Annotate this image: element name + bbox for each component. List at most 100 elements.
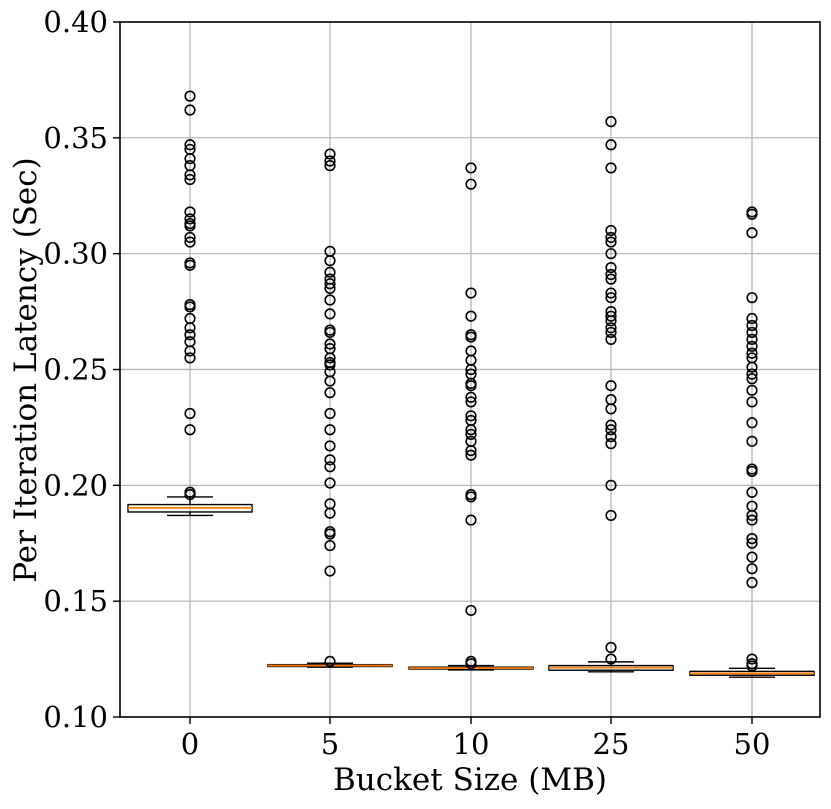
outlier-point: [324, 461, 336, 473]
outlier-point: [746, 312, 758, 325]
box-group-0: [127, 90, 253, 517]
outlier-point: [184, 169, 196, 181]
box-group-25: [548, 116, 674, 673]
outlier-point: [324, 440, 336, 452]
outlier-point: [324, 266, 336, 278]
outlier-point: [184, 213, 196, 225]
outlier-point: [605, 322, 617, 334]
outlier-point: [605, 438, 617, 450]
outlier-point: [746, 340, 758, 352]
outlier-point: [605, 231, 617, 244]
y-tick-label: 0.20: [43, 468, 108, 502]
outlier-point: [746, 514, 758, 526]
outlier-point: [324, 539, 336, 552]
outlier-point: [184, 90, 196, 102]
outlier-point: [746, 396, 758, 408]
outlier-point: [605, 116, 617, 128]
outlier-point: [746, 319, 758, 332]
outlier-point: [746, 660, 758, 672]
outlier-point: [746, 333, 758, 345]
outlier-point: [465, 424, 477, 436]
outlier-point: [746, 509, 758, 522]
x-tick-label: 25: [593, 727, 630, 761]
outlier-point: [746, 551, 758, 563]
outlier-point: [605, 431, 617, 443]
outlier-point: [324, 375, 336, 387]
outlier-point: [605, 403, 617, 415]
outlier-point: [184, 153, 196, 165]
outlier-point: [184, 407, 196, 420]
outlier-point: [184, 489, 196, 501]
outlier-point: [324, 308, 336, 320]
outlier-point: [746, 577, 758, 589]
outlier-point: [324, 294, 336, 306]
outlier-point: [324, 454, 336, 466]
outlier-point: [746, 326, 758, 339]
outlier-point: [605, 424, 617, 436]
outlier-point: [324, 655, 336, 668]
outlier-point: [324, 565, 336, 577]
outlier-point: [324, 507, 336, 519]
outlier-point: [605, 315, 617, 327]
box-group-5: [267, 148, 393, 668]
outlier-point: [465, 444, 477, 457]
outlier-point: [605, 380, 617, 392]
outlier-point: [605, 292, 617, 304]
outlier-point: [184, 220, 196, 232]
outlier-point: [465, 658, 477, 670]
outlier-point: [465, 428, 477, 440]
x-tick-label: 50: [734, 727, 771, 761]
outlier-point: [465, 410, 477, 422]
box-group-50: [689, 206, 815, 678]
outlier-point: [324, 282, 336, 295]
outlier-point: [746, 361, 758, 373]
outlier-point: [184, 206, 196, 218]
y-tick-label: 0.15: [43, 584, 108, 618]
outlier-point: [184, 424, 196, 436]
outlier-point: [605, 310, 617, 322]
box-group-10: [408, 162, 534, 671]
outlier-point: [465, 287, 477, 299]
outlier-point: [746, 384, 758, 396]
outlier-point: [324, 155, 336, 167]
outlier-point: [605, 162, 617, 174]
outlier-point: [184, 173, 196, 186]
outlier-point: [465, 363, 477, 376]
x-axis-label: Bucket Size (MB): [333, 762, 607, 798]
outlier-point: [184, 301, 196, 313]
outlier-point: [605, 236, 617, 248]
outlier-point: [184, 139, 196, 151]
outlier-point: [605, 509, 617, 522]
outlier-point: [605, 333, 617, 345]
outlier-point: [605, 641, 617, 654]
outlier-point: [184, 345, 196, 357]
outlier-point: [605, 268, 617, 281]
outlier-point: [465, 396, 477, 408]
outlier-point: [605, 653, 617, 665]
outlier-point: [465, 491, 477, 503]
outlier-point: [324, 387, 336, 399]
outlier-point: [465, 178, 477, 190]
outlier-point: [324, 160, 336, 172]
outlier-point: [605, 287, 617, 299]
outlier-point: [605, 479, 617, 491]
outlier-point: [605, 419, 617, 431]
y-tick-label: 0.35: [43, 121, 108, 155]
y-tick-label: 0.10: [43, 700, 108, 734]
outlier-point: [605, 224, 617, 237]
x-tick-label: 5: [321, 727, 339, 761]
outlier-point: [746, 368, 758, 380]
outlier-point: [324, 477, 336, 489]
outlier-point: [324, 407, 336, 420]
outlier-point: [746, 537, 758, 549]
grid: [120, 22, 820, 717]
y-axis-label: Per Iteration Latency (Sec): [8, 157, 44, 582]
outlier-point: [324, 255, 336, 267]
outlier-point: [746, 373, 758, 385]
outlier-point: [184, 322, 196, 334]
outlier-point: [605, 326, 617, 339]
outlier-point: [465, 162, 477, 174]
outlier-point: [184, 352, 196, 364]
outlier-point: [465, 380, 477, 392]
